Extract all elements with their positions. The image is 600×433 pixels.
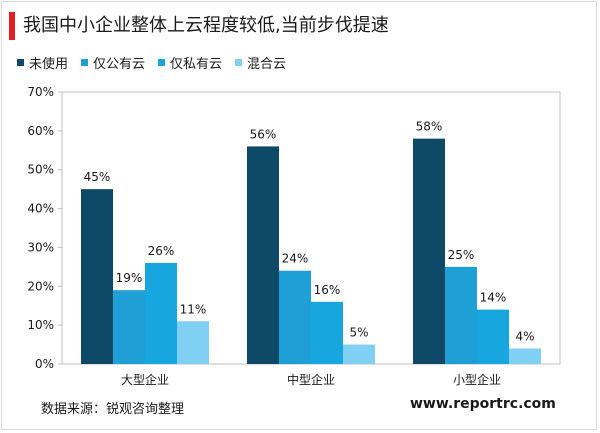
y-tick-label: 40% <box>27 202 54 216</box>
y-tick-label: 10% <box>27 318 54 332</box>
legend-label-hybrid-cloud: 混合云 <box>247 56 287 72</box>
legend-swatch-public-cloud <box>81 58 89 66</box>
legend-label-private-cloud: 仅私有云 <box>170 56 223 72</box>
bar <box>81 189 113 364</box>
data-label: 45% <box>84 170 111 184</box>
x-category-label: 小型企业 <box>453 372 501 387</box>
data-label: 19% <box>116 271 143 285</box>
legend: 未使用 仅公有云 仅私有云 混合云 <box>17 53 299 72</box>
bar <box>413 138 445 364</box>
legend-item-hybrid-cloud: 混合云 <box>235 53 286 72</box>
bar <box>509 348 541 364</box>
source-note: 数据来源：锐观咨询整理 <box>41 402 185 417</box>
legend-item-public-cloud: 仅公有云 <box>81 53 145 72</box>
bar <box>145 262 177 364</box>
legend-label-public-cloud: 仅公有云 <box>93 56 146 72</box>
y-tick-label: 30% <box>27 240 54 254</box>
bar <box>247 146 279 364</box>
data-label: 58% <box>416 120 443 134</box>
data-label: 4% <box>515 329 534 343</box>
bar <box>311 301 343 364</box>
data-label: 25% <box>448 248 475 262</box>
legend-label-unused: 未使用 <box>29 56 69 72</box>
y-tick-label: 50% <box>27 163 54 177</box>
bar <box>477 309 509 364</box>
data-label: 26% <box>148 244 175 258</box>
bar <box>445 266 477 364</box>
y-tick-label: 60% <box>27 124 54 138</box>
y-tick-label: 0% <box>35 357 54 371</box>
bar <box>113 290 145 364</box>
x-category-label: 大型企业 <box>121 372 169 387</box>
bar <box>279 270 311 364</box>
title-accent-bar <box>9 12 15 40</box>
legend-item-private-cloud: 仅私有云 <box>158 53 222 72</box>
legend-swatch-private-cloud <box>158 58 166 66</box>
data-label: 24% <box>282 252 309 266</box>
chart-title: 我国中小企业整体上云程度较低,当前步伐提速 <box>23 15 389 36</box>
data-label: 5% <box>349 326 368 340</box>
data-label: 14% <box>480 291 507 305</box>
data-label: 56% <box>250 127 277 141</box>
data-label: 16% <box>314 283 341 297</box>
y-tick-label: 70% <box>27 85 54 99</box>
x-category-label: 中型企业 <box>287 372 335 387</box>
legend-swatch-unused <box>17 58 24 66</box>
legend-swatch-hybrid-cloud <box>235 58 243 66</box>
watermark: www.reportrc.com <box>410 396 556 412</box>
bar <box>177 321 209 364</box>
bar <box>343 344 375 364</box>
legend-item-unused: 未使用 <box>17 53 68 72</box>
data-label: 11% <box>180 302 207 316</box>
y-tick-label: 20% <box>27 279 54 293</box>
